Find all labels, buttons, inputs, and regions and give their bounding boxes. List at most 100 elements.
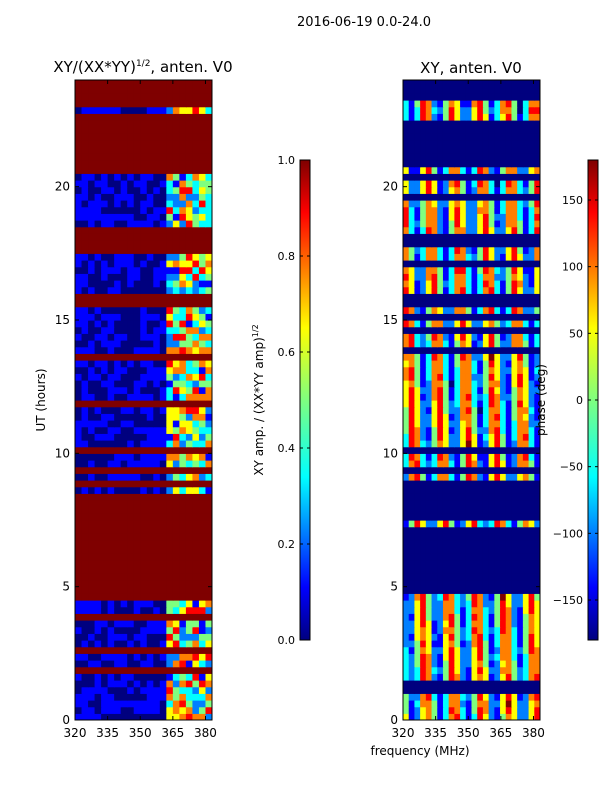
heat-cell [403,426,410,434]
heat-cell [198,100,207,108]
heat-cell [159,580,167,588]
heat-cell [403,266,410,274]
heat-cell [172,120,180,128]
heat-cell [166,493,174,501]
heat-cell [94,200,102,208]
heat-cell [437,306,444,314]
heat-cell [159,586,167,594]
heat-cell [488,306,495,314]
heat-cell [146,113,154,121]
heat-cell [488,293,495,301]
heat-cell [205,326,212,334]
heat-cell [120,420,128,428]
heat-cell [94,533,102,541]
heat-cell [127,406,135,414]
heat-cell [120,366,128,374]
heat-cell [192,560,200,568]
heat-cell [528,673,535,681]
heat-cell [172,680,180,688]
heat-cell [534,713,540,720]
heat-cell [198,253,207,261]
heat-cell [420,86,427,94]
heat-cell [403,640,410,648]
heat-cell [153,340,161,348]
heat-cell [120,566,128,574]
heat-cell [448,513,455,521]
heat-cell [408,513,416,521]
heat-cell [420,173,427,181]
heat-cell [114,546,122,554]
heat-cell [448,393,455,401]
heat-cell [408,433,416,441]
heat-cell [179,106,187,114]
heat-cell [75,406,83,414]
heat-cell [460,366,467,374]
heat-cell [88,293,96,301]
heat-cell [471,380,478,388]
heat-cell [494,413,501,421]
heat-cell [460,426,467,434]
heat-cell [522,153,530,161]
heat-cell [522,380,530,388]
heat-cell [420,640,427,648]
heat-cell [477,620,484,628]
heat-cell [454,260,461,268]
heat-cell [442,660,450,668]
heat-cell [420,513,427,521]
heat-cell [408,260,416,268]
heat-cell [94,380,102,388]
heat-cell [153,240,161,248]
heat-cell [420,406,427,414]
heat-cell [505,346,513,354]
heat-cell [133,620,141,628]
heat-cell [414,620,421,628]
heat-cell [505,633,513,641]
heat-cell [420,420,427,428]
heat-cell [488,553,495,561]
heat-cell [408,346,416,354]
heat-cell [488,573,495,581]
heat-cell [166,513,174,521]
heat-cell [534,686,540,694]
heat-cell [81,513,89,521]
heat-cell [522,300,530,308]
heat-cell [120,133,128,141]
heat-cell [403,146,410,154]
heat-cell [101,380,109,388]
heat-cell [420,206,427,214]
heat-cell [534,180,540,188]
heat-cell [81,386,89,394]
heat-cell [454,220,461,228]
heat-cell [107,546,115,554]
heat-cell [127,266,135,274]
heat-cell [522,126,530,134]
heat-cell [153,460,161,468]
heat-cell [425,593,433,601]
heat-cell [114,453,122,461]
heat-cell [198,586,207,594]
heat-cell [107,706,115,714]
heat-cell [114,400,122,408]
heat-cell [166,406,174,414]
heat-cell [408,666,416,674]
heat-cell [454,266,461,274]
heat-cell [198,486,207,494]
heat-cell [511,433,518,441]
heat-cell [431,713,438,720]
heat-cell [488,680,495,688]
heat-cell [425,673,433,681]
heat-cell [81,120,89,128]
heat-cell [107,386,115,394]
heat-cell [431,560,438,568]
heat-cell [534,260,540,268]
heat-cell [442,166,450,174]
heat-cell [133,640,141,648]
heat-cell [75,653,83,661]
heat-cell [460,453,467,461]
heat-cell [431,566,438,574]
heat-cell [403,80,410,88]
heat-cell [114,153,122,161]
heat-cell [107,586,115,594]
heat-cell [517,580,524,588]
heat-cell [127,640,135,648]
